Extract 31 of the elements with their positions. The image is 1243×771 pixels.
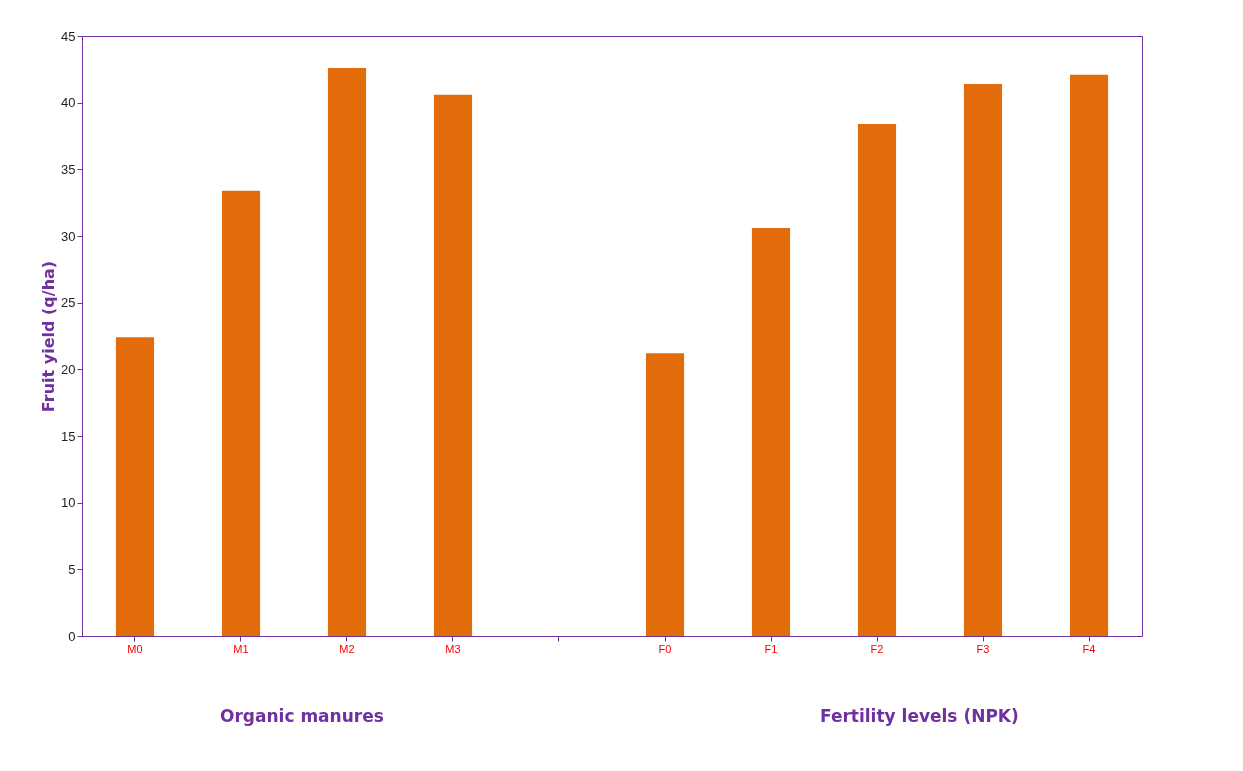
x-tick-label: F3 <box>976 642 990 655</box>
y-tick-label: 30 <box>61 228 76 244</box>
y-axis-title: Fruit yield (q/ha) <box>39 260 59 413</box>
x-tick-label: M2 <box>339 642 355 655</box>
x-tick-label: F2 <box>870 642 884 655</box>
bar <box>645 353 685 636</box>
bar <box>751 228 791 636</box>
y-tick-label: 35 <box>61 161 76 177</box>
x-tick-label: M3 <box>445 642 461 655</box>
bar <box>327 68 367 636</box>
y-tick-label: 10 <box>61 495 76 511</box>
x-tick-label: F0 <box>658 642 672 655</box>
y-tick-label: 25 <box>61 295 76 311</box>
bar <box>115 337 155 636</box>
text: Organic manures <box>220 706 384 726</box>
bar <box>433 94 473 636</box>
x-tick-label: F1 <box>764 642 778 655</box>
bar <box>963 84 1003 636</box>
bar <box>221 190 261 636</box>
bar <box>1069 74 1109 636</box>
y-tick-label: 0 <box>68 628 76 644</box>
x-tick-label: M1 <box>233 642 249 655</box>
x-tick-label: F4 <box>1082 642 1096 655</box>
x-tick-label: M0 <box>127 642 143 655</box>
bar <box>857 124 897 636</box>
y-tick-label: 20 <box>61 361 76 377</box>
y-tick-label: 15 <box>61 428 76 444</box>
y-tick-label: 40 <box>61 95 76 111</box>
text: Fertility levels (NPK) <box>820 706 1019 726</box>
y-tick-label: 45 <box>61 28 76 44</box>
y-tick-label: 5 <box>68 561 76 577</box>
